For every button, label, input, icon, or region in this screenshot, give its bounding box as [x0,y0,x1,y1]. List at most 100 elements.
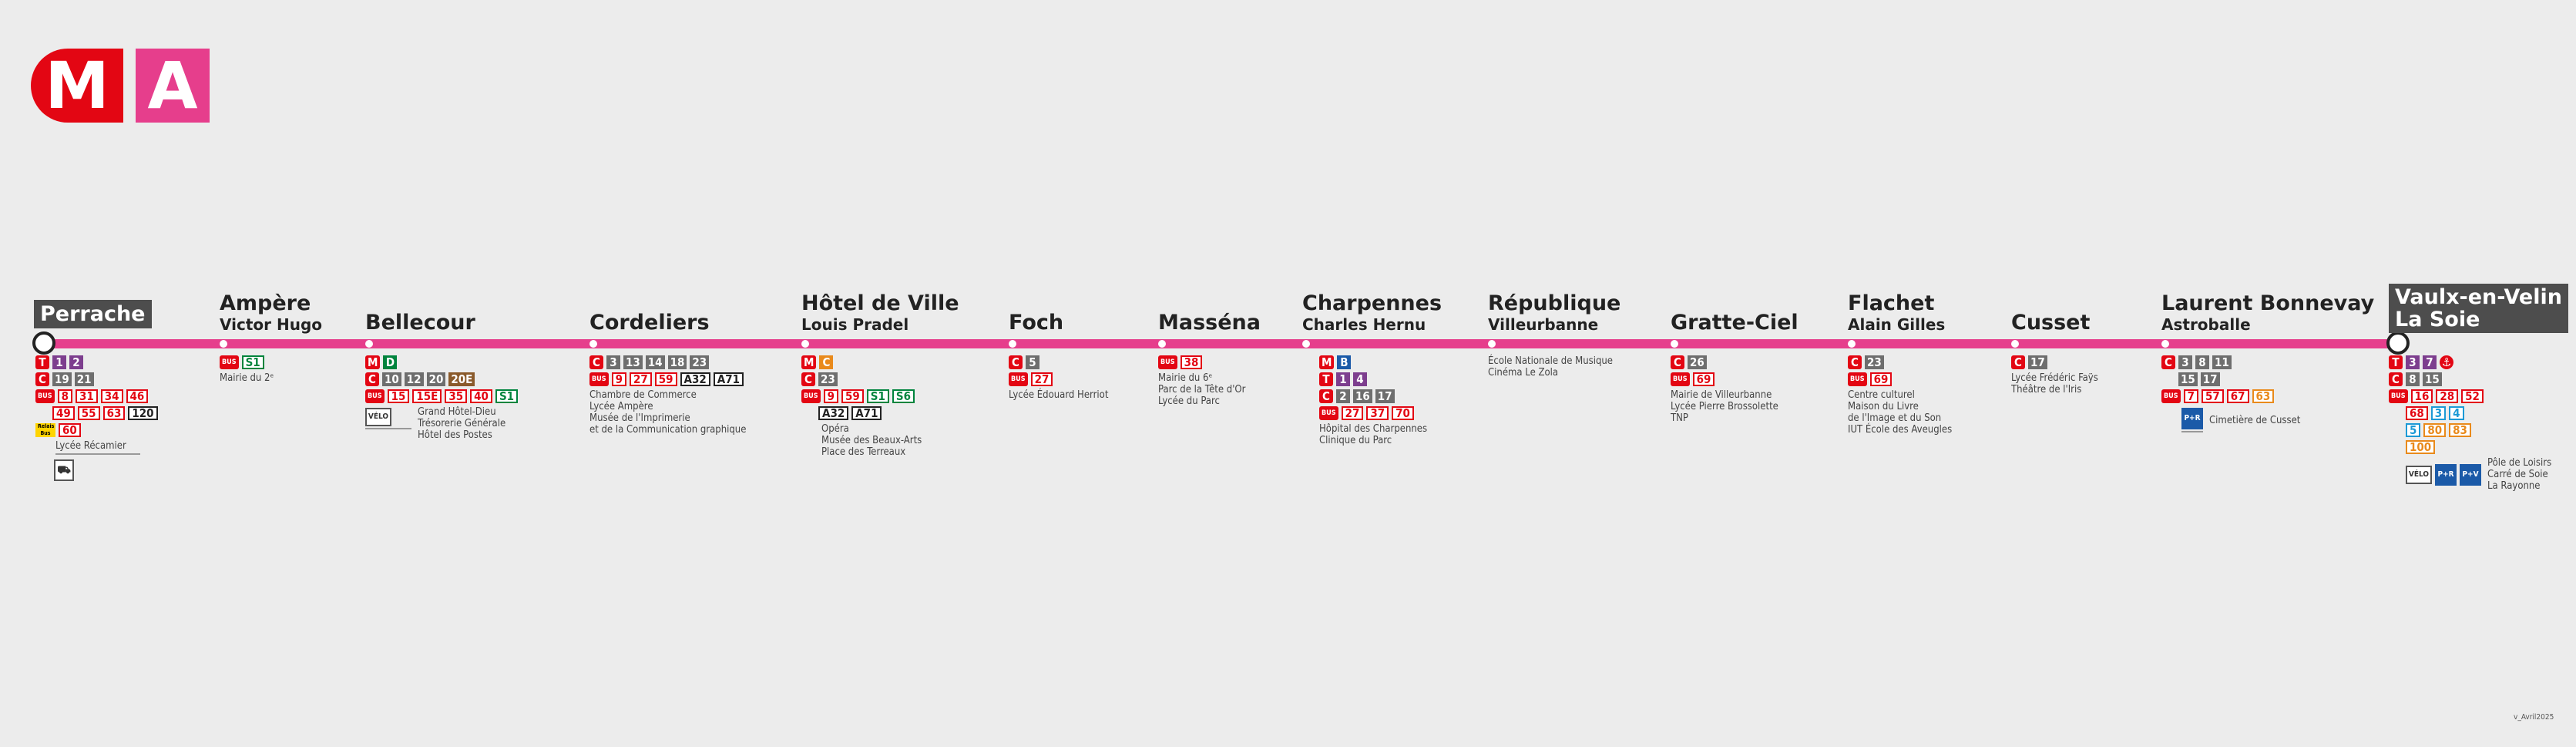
station-name-republique: République [1488,291,1621,315]
line-badge: A32 [680,372,710,386]
line-badge: 35 [445,389,468,403]
station-sub-ampere: Victor Hugo [220,315,322,334]
poi-text: Lycée Récamier [55,440,126,452]
line-badge: 15 [2423,372,2442,386]
line-badge: 4 [2449,406,2464,420]
chrono-icon: C [1319,389,1333,403]
metro-icon: M [1319,355,1335,369]
line-badge: 37 [1366,406,1389,420]
poi-text: École Nationale de Musique [1488,355,1614,367]
station-name-flachet: Flachet [1848,291,1935,315]
poi-text: La Rayonne [2487,480,2541,492]
line-badge: 14 [645,355,665,369]
line-badge: 5 [2406,423,2421,437]
station-sub-flachet: Alain Gilles [1848,315,1946,334]
line-badge: 69 [1869,372,1893,386]
station-name-perrache: Perrache [34,300,152,328]
poi-text: Chambre de Commerce [589,389,697,401]
metro-line-a [40,339,2394,348]
bus-icon: BUS [1671,372,1690,386]
station-dot [2161,340,2169,348]
chrono-icon: C [35,372,49,386]
line-badge: 34 [100,389,123,403]
chrono-icon: C [1671,355,1684,369]
poi-text: Centre culturel [1848,389,1915,401]
line-badge: S1 [241,355,264,369]
station-sub-hotel-de-ville: Louis Pradel [801,315,909,334]
line-badge: 57 [2201,389,2224,403]
bus-icon: BUS [2161,389,2181,403]
bus-icon: BUS [1158,355,1177,369]
line-badge: 63 [2252,389,2275,403]
line-badge: 13 [623,355,643,369]
poi-text: Musée des Beaux-Arts [821,435,922,446]
station-sub-laurent-bonnevay: Astroballe [2161,315,2251,334]
line-badge: D [383,355,398,369]
line-badge: 63 [102,406,126,420]
poi-text: Mairie de Villeurbanne [1671,389,1772,401]
version-label: v_Avril2025 [2514,713,2554,722]
line-badge: 2 [69,355,83,369]
station-name-cordeliers: Cordeliers [589,311,710,335]
station-name-bellecour: Bellecour [365,311,475,335]
line-badge: 8 [57,389,72,403]
park-and-ride-icon: P+R [2435,463,2457,486]
chrono-icon: C [1009,355,1023,369]
line-badge: 67 [2226,389,2249,403]
metro-icon: M [801,355,817,369]
line-badge: 21 [74,372,94,386]
connections-massena: BUS 38 Mairie du 6ᵉ Parc de la Tête d'Or… [1158,355,1245,407]
station-name-cusset: Cusset [2011,311,2091,335]
line-badge: 49 [52,406,75,420]
line-badge: 17 [2028,355,2047,369]
line-badge: S6 [892,389,915,403]
station-dot [1158,340,1166,348]
poi-text: Lycée du Parc [1158,395,1220,407]
line-badge: S1 [495,389,519,403]
poi-text: Lycée Ampère [589,401,653,412]
station-name-ampere: Ampère [220,291,311,315]
line-badge: A32 [818,406,849,420]
line-badge: 17 [2200,372,2220,386]
station-dot [1302,340,1310,348]
poi-text: Pôle de Loisirs [2487,457,2552,469]
chrono-icon: C [2011,355,2025,369]
line-badge: 20E [448,372,475,386]
poi-text: Clinique du Parc [1319,435,1392,446]
line-badge: 27 [629,372,652,386]
poi-text: Place des Terreaux [821,446,906,458]
chrono-icon: C [2389,372,2403,386]
line-badge: 38 [1180,355,1203,369]
connections-laurent-bonnevay: C 3 8 11 15 17 BUS 7 57 67 63 P+R Cimeti… [2161,355,2300,432]
line-badge: 23 [818,372,838,386]
line-badge: 1 [1336,372,1350,386]
park-and-ride-icon: P+R [2181,408,2203,429]
tram-icon: T [35,355,49,369]
line-badge: 20 [426,372,446,386]
line-badge: 16 [1353,389,1372,403]
line-badge: B [1337,355,1352,369]
line-badge: 59 [841,389,864,403]
rhonexpress-icon: ⚓ [2440,355,2454,369]
line-badge: 28 [2436,389,2459,403]
station-dot [1848,340,1856,348]
chrono-icon: C [2161,355,2175,369]
station-dot [1671,340,1678,348]
station-sub-charpennes: Charles Hernu [1302,315,1426,334]
line-badge: 17 [1375,389,1395,403]
connections-foch: C 5 BUS 27 Lycée Édouard Herriot [1009,355,1108,401]
line-badge: 5 [1026,355,1039,369]
station-dot [1009,340,1016,348]
line-badge: 8 [2406,372,2420,386]
line-badge: 11 [2212,355,2232,369]
velov-icon: VÉLO [2406,465,2432,484]
station-dot [801,340,809,348]
line-badge: 19 [52,372,72,386]
connections-bellecour: M D C 10 12 20 20E BUS 15 15E 35 40 S1 V… [365,355,519,441]
relais-bus-icon: Relais Bus [35,423,55,437]
line-badge: 8 [2195,355,2209,369]
poi-text: Hôtel des Postes [418,429,492,441]
poi-text: Carré de Soie [2487,469,2548,480]
chrono-icon: C [801,372,815,386]
parking-bus-icon: ⛟ [54,459,74,481]
